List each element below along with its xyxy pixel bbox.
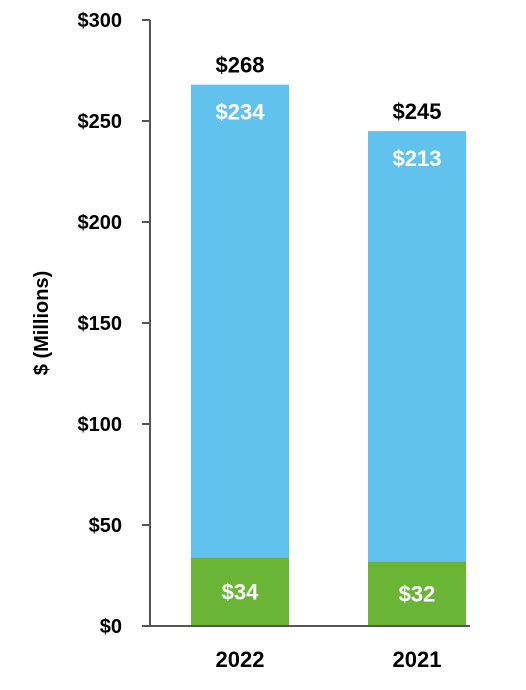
total-value-label: $245 <box>393 99 442 124</box>
y-tick-label: $0 <box>100 616 122 638</box>
segment-value-label: $213 <box>393 146 442 171</box>
y-tick-label: $250 <box>78 111 123 133</box>
category-label: 2021 <box>393 647 442 672</box>
y-tick-label: $200 <box>78 212 123 234</box>
data-labels-group: $34 $234 $268 $32 $213 $245 <box>216 53 442 607</box>
y-tick-label: $100 <box>78 414 123 436</box>
y-axis-title-group: $ (Millions) <box>31 271 53 375</box>
y-tick-label: $50 <box>89 515 122 537</box>
segment-value-label: $34 <box>222 580 259 605</box>
category-labels-group: 2022 2021 <box>216 647 442 672</box>
bar-segment <box>191 557 289 626</box>
bars-group <box>191 84 466 626</box>
y-tick-label: $300 <box>78 10 123 32</box>
total-value-label: $268 <box>216 53 265 78</box>
segment-value-label: $32 <box>399 582 436 607</box>
y-axis-ticks: $0 $50 $100 $150 $200 $250 $300 <box>78 10 150 638</box>
axes-group <box>149 20 470 627</box>
y-tick-label: $150 <box>78 313 123 335</box>
bar-segment <box>368 561 466 626</box>
y-axis-title: $ (Millions) <box>31 271 53 375</box>
bar-segment <box>368 131 466 562</box>
bar-segment <box>191 84 289 558</box>
segment-value-label: $234 <box>216 100 266 125</box>
category-label: 2022 <box>216 647 265 672</box>
